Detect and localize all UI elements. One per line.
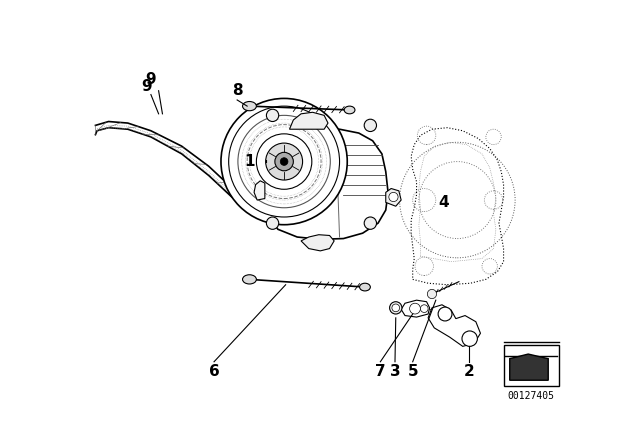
Polygon shape xyxy=(265,129,388,239)
Circle shape xyxy=(257,134,312,189)
Circle shape xyxy=(420,305,428,313)
Text: 7: 7 xyxy=(375,363,386,379)
Text: 8: 8 xyxy=(232,83,243,98)
Polygon shape xyxy=(254,181,265,200)
Text: 00127405: 00127405 xyxy=(508,391,555,401)
Bar xyxy=(504,345,559,386)
Text: 6: 6 xyxy=(209,363,220,379)
Circle shape xyxy=(221,99,348,225)
Polygon shape xyxy=(386,189,401,206)
Polygon shape xyxy=(428,305,481,346)
Text: 3: 3 xyxy=(390,363,400,379)
Ellipse shape xyxy=(360,283,371,291)
Circle shape xyxy=(247,125,321,198)
Ellipse shape xyxy=(243,275,257,284)
Text: 5: 5 xyxy=(408,363,418,379)
Circle shape xyxy=(390,302,402,314)
Circle shape xyxy=(280,158,288,165)
Circle shape xyxy=(392,304,399,312)
Polygon shape xyxy=(509,354,548,380)
Circle shape xyxy=(428,289,436,299)
Circle shape xyxy=(238,116,330,208)
Text: 4: 4 xyxy=(438,195,449,210)
Polygon shape xyxy=(401,300,429,317)
Text: 2: 2 xyxy=(463,363,474,379)
Polygon shape xyxy=(411,128,504,285)
Circle shape xyxy=(364,119,376,132)
Polygon shape xyxy=(301,235,334,251)
Circle shape xyxy=(275,152,293,171)
Ellipse shape xyxy=(344,106,355,114)
Circle shape xyxy=(438,307,452,321)
Circle shape xyxy=(228,106,340,217)
Circle shape xyxy=(410,303,420,314)
Polygon shape xyxy=(289,112,328,129)
Circle shape xyxy=(266,143,303,180)
Circle shape xyxy=(389,192,398,202)
Text: 1: 1 xyxy=(244,154,255,169)
Ellipse shape xyxy=(243,102,257,111)
Text: 9: 9 xyxy=(145,72,156,86)
Text: 9: 9 xyxy=(141,79,152,95)
Circle shape xyxy=(266,217,279,229)
Circle shape xyxy=(462,331,477,346)
Circle shape xyxy=(364,217,376,229)
Circle shape xyxy=(266,109,279,121)
